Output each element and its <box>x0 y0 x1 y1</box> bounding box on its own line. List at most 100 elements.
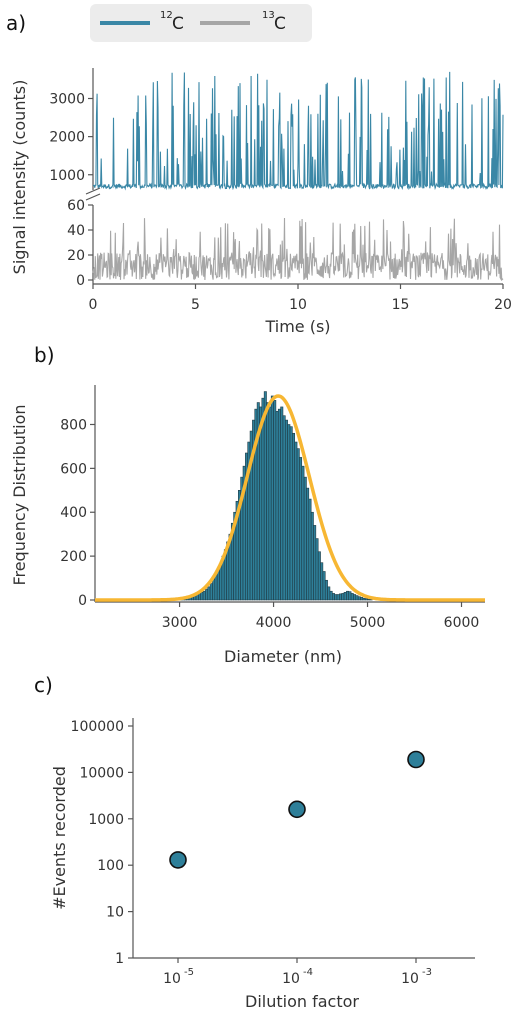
b-histogram-bar <box>280 406 284 601</box>
b-histogram-bar <box>346 590 350 601</box>
b-y-tick-label: 0 <box>78 593 87 609</box>
legend-a: 12 C 13 C <box>90 4 312 42</box>
c-y-tick-label: 10 <box>106 905 124 921</box>
b-histogram-bar <box>207 586 211 601</box>
c-x-tick-label: 10 <box>401 971 419 987</box>
c-y-tick-label: 100000 <box>71 719 124 735</box>
b-histogram-bar <box>212 578 216 601</box>
b-histogram-bar <box>306 487 310 601</box>
b-histogram-bar <box>284 419 288 601</box>
panel-a-label: a) <box>6 11 26 35</box>
panel-b-axes <box>94 385 485 603</box>
a-x-ticks: 0 5 10 15 20 <box>89 284 512 313</box>
b-y-tick-label: 400 <box>60 505 87 521</box>
c-y-tick-label: 10000 <box>79 765 124 781</box>
b-histogram-bar <box>320 562 324 601</box>
legend-sup-12: 12 <box>160 10 173 21</box>
legend-label-12c: C <box>172 14 184 34</box>
b-histogram-bar <box>214 574 218 601</box>
b-x-ticks: 3000 4000 5000 6000 <box>162 602 480 631</box>
c-x-tick-exponent: -4 <box>303 967 313 978</box>
b-histogram-bar <box>301 465 305 601</box>
b-histogram-bar <box>367 598 371 601</box>
b-histogram-bar <box>294 441 298 601</box>
a-y-tick-label-lower: 60 <box>67 198 85 214</box>
a-x-tick-label: 10 <box>289 297 307 313</box>
b-histogram-bar <box>261 397 265 601</box>
a-y-ticks-upper: 1000 2000 3000 <box>49 92 93 184</box>
b-histogram <box>179 391 373 601</box>
a-y-tick-label-upper: 3000 <box>49 92 85 108</box>
b-histogram-bar <box>360 597 364 601</box>
b-x-tick-label: 4000 <box>256 615 292 631</box>
b-histogram-bar <box>341 593 345 601</box>
panel-b-label: b) <box>34 343 55 367</box>
c-x-tick-label: 10 <box>163 971 181 987</box>
c-x-tick-exponent: -5 <box>184 967 194 978</box>
c-y-tick-label: 100 <box>97 858 124 874</box>
panel-c-axes <box>132 718 475 959</box>
b-histogram-bar <box>334 594 338 601</box>
b-histogram-bar <box>327 586 331 601</box>
a-y-ticks-lower: 0 20 40 60 <box>67 198 93 289</box>
b-histogram-bar <box>350 593 354 601</box>
b-histogram-bar <box>287 424 291 601</box>
b-y-tick-label: 800 <box>60 417 87 433</box>
b-histogram-bar <box>310 511 314 601</box>
b-histogram-bar <box>292 432 296 601</box>
c-y-tick-label: 1 <box>115 951 124 967</box>
a-x-tick-label: 15 <box>392 297 410 313</box>
b-histogram-bar <box>317 551 321 601</box>
a-y-tick-label-lower: 40 <box>67 223 85 239</box>
b-histogram-bar <box>343 592 347 601</box>
b-x-tick-label: 5000 <box>350 615 386 631</box>
b-histogram-bar <box>322 571 326 601</box>
b-histogram-bar <box>263 391 267 601</box>
legend-sup-13: 13 <box>262 10 275 21</box>
b-histogram-bar <box>277 408 281 601</box>
a-y-tick-label-upper: 2000 <box>49 130 85 146</box>
a-axis-break-mark <box>85 187 101 201</box>
b-histogram-bar <box>336 594 340 601</box>
b-histogram-bar <box>355 595 359 601</box>
b-histogram-bar <box>202 590 206 601</box>
b-histogram-bar <box>216 568 220 601</box>
b-y-tick-label: 200 <box>60 549 87 565</box>
a-y-tick-label-upper: 1000 <box>49 168 85 184</box>
b-histogram-bar <box>303 476 307 601</box>
b-x-tick-label: 6000 <box>444 615 480 631</box>
b-histogram-bar <box>315 538 319 601</box>
b-histogram-bar <box>353 594 357 601</box>
c-data-point <box>288 800 306 819</box>
b-histogram-bar <box>357 596 361 601</box>
b-histogram-bar <box>200 592 204 601</box>
b-histogram-bar <box>364 598 368 601</box>
b-x-tick-label: 3000 <box>162 615 198 631</box>
c-y-axis-title: #Events recorded <box>50 766 69 910</box>
panel-c-label: c) <box>34 673 53 697</box>
b-histogram-bar <box>296 448 300 601</box>
c-data-point <box>407 750 425 769</box>
c-data-point <box>169 851 187 869</box>
b-gaussian-fit <box>95 394 485 602</box>
b-histogram-bar <box>339 593 342 601</box>
b-y-axis-title: Frequency Distribution <box>10 404 29 585</box>
b-histogram-bar <box>282 415 286 601</box>
a-series <box>92 71 504 282</box>
c-x-tick-exponent: -3 <box>422 967 432 978</box>
b-histogram-bar <box>259 406 263 601</box>
c-y-tick-label: 1000 <box>88 812 124 828</box>
b-histogram-bar <box>273 400 277 601</box>
a-x-tick-label: 20 <box>494 297 512 313</box>
b-histogram-bar <box>348 591 352 601</box>
b-histogram-bar <box>205 588 209 601</box>
c-x-ticks: 10 -5 10 -4 10 -3 <box>163 958 432 987</box>
c-points <box>169 750 425 869</box>
b-y-ticks: 0 200 400 600 800 <box>60 417 95 609</box>
b-histogram-bar <box>266 402 270 601</box>
b-histogram-bar <box>275 411 279 601</box>
b-histogram-bar <box>289 426 293 601</box>
a-series-13c-line <box>92 217 504 282</box>
c-x-axis-title: Dilution factor <box>245 992 359 1011</box>
